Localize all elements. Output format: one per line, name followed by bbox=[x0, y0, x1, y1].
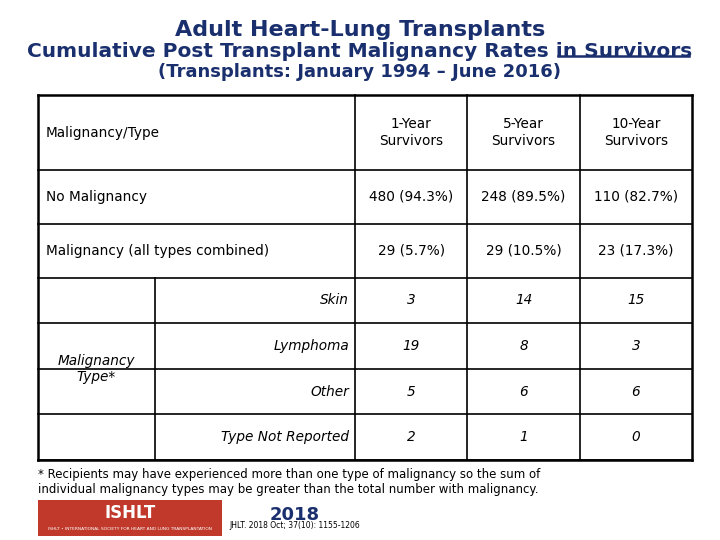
Text: Adult Heart-Lung Transplants: Adult Heart-Lung Transplants bbox=[175, 20, 545, 40]
Text: 480 (94.3%): 480 (94.3%) bbox=[369, 190, 454, 204]
Text: 1: 1 bbox=[519, 430, 528, 444]
Text: 15: 15 bbox=[627, 293, 644, 307]
Text: 5: 5 bbox=[407, 384, 415, 399]
Text: 29 (10.5%): 29 (10.5%) bbox=[485, 244, 562, 258]
Text: 19: 19 bbox=[402, 339, 420, 353]
Text: ISHLT • INTERNATIONAL SOCIETY FOR HEART AND LUNG TRANSPLANTATION: ISHLT • INTERNATIONAL SOCIETY FOR HEART … bbox=[48, 527, 212, 531]
Bar bbox=[38, 500, 222, 536]
Text: 29 (5.7%): 29 (5.7%) bbox=[377, 244, 445, 258]
Text: 3: 3 bbox=[631, 339, 640, 353]
Text: 2: 2 bbox=[407, 430, 415, 444]
Text: 2018: 2018 bbox=[270, 506, 320, 524]
Text: 23 (17.3%): 23 (17.3%) bbox=[598, 244, 674, 258]
Text: Malignancy
Type*: Malignancy Type* bbox=[58, 354, 135, 384]
Text: 6: 6 bbox=[519, 384, 528, 399]
Text: Malignancy (all types combined): Malignancy (all types combined) bbox=[46, 244, 269, 258]
Text: 110 (82.7%): 110 (82.7%) bbox=[594, 190, 678, 204]
Text: ISHLT: ISHLT bbox=[104, 504, 156, 522]
Text: JHLT. 2018 Oct; 37(10): 1155-1206: JHLT. 2018 Oct; 37(10): 1155-1206 bbox=[230, 522, 361, 530]
Text: No Malignancy: No Malignancy bbox=[46, 190, 147, 204]
Text: Type Not Reported: Type Not Reported bbox=[221, 430, 349, 444]
Text: 6: 6 bbox=[631, 384, 640, 399]
Text: Other: Other bbox=[310, 384, 349, 399]
Text: 8: 8 bbox=[519, 339, 528, 353]
Text: (Transplants: January 1994 – June 2016): (Transplants: January 1994 – June 2016) bbox=[158, 63, 562, 81]
Text: 248 (89.5%): 248 (89.5%) bbox=[481, 190, 566, 204]
Text: 5-Year
Survivors: 5-Year Survivors bbox=[492, 118, 556, 147]
Text: * Recipients may have experienced more than one type of malignancy so the sum of: * Recipients may have experienced more t… bbox=[38, 468, 540, 496]
Text: Skin: Skin bbox=[320, 293, 349, 307]
Text: Cumulative Post Transplant Malignancy Rates in Survivors: Cumulative Post Transplant Malignancy Ra… bbox=[27, 42, 693, 61]
Text: 10-Year
Survivors: 10-Year Survivors bbox=[604, 118, 668, 147]
Text: 14: 14 bbox=[515, 293, 532, 307]
Text: 3: 3 bbox=[407, 293, 415, 307]
Text: Malignancy/Type: Malignancy/Type bbox=[46, 126, 160, 139]
Text: 1-Year
Survivors: 1-Year Survivors bbox=[379, 118, 444, 147]
Text: 0: 0 bbox=[631, 430, 640, 444]
Text: Lymphoma: Lymphoma bbox=[274, 339, 349, 353]
